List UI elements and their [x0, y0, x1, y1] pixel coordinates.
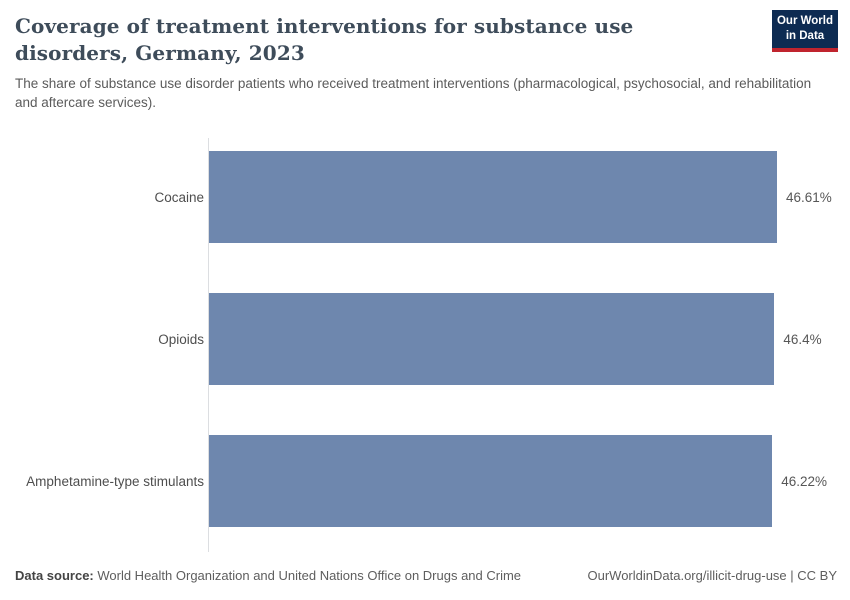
value-label: 46.61% — [786, 189, 832, 205]
category-label: Opioids — [158, 331, 204, 347]
data-source-note: Data source: World Health Organization a… — [15, 568, 521, 583]
data-source-label: Data source: — [15, 568, 94, 583]
bar-row: Cocaine 46.61% — [0, 151, 850, 243]
bar-opioids — [209, 293, 775, 385]
value-label: 46.4% — [783, 331, 822, 347]
chart-subtitle: The share of substance use disorder pati… — [15, 76, 812, 111]
owid-logo: Our World in Data — [772, 10, 838, 52]
owid-logo-line1: Our World — [776, 15, 833, 28]
attribution-text: OurWorldinData.org/illicit-drug-use | CC… — [587, 568, 838, 583]
category-label: Amphetamine-type stimulants — [26, 473, 204, 489]
value-label: 46.22% — [781, 473, 827, 489]
chart-footer: Data source: World Health Organization a… — [15, 568, 837, 583]
y-axis-line — [208, 138, 209, 552]
bar-row: Amphetamine-type stimulants 46.22% — [0, 435, 850, 527]
bar-cocaine — [209, 151, 777, 243]
owid-logo-line2: in Data — [785, 30, 825, 42]
chart-title: Coverage of treatment interventions for … — [15, 14, 634, 65]
category-label: Cocaine — [154, 189, 204, 205]
bar-row: Opioids 46.4% — [0, 293, 850, 385]
bar-amphetamine-type-stimulants — [209, 435, 773, 527]
data-source-text: World Health Organization and United Nat… — [93, 568, 522, 583]
